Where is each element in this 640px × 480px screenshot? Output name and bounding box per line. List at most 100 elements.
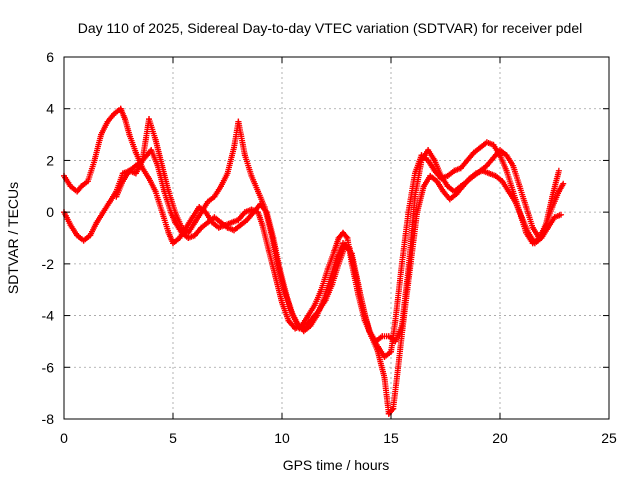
data-point — [185, 235, 192, 241]
data-point — [372, 338, 379, 345]
data-point — [499, 178, 506, 185]
data-point — [235, 118, 242, 125]
data-point — [255, 188, 262, 195]
y-tick-label: -4 — [42, 308, 55, 324]
data-point — [324, 266, 331, 273]
data-point — [268, 229, 275, 236]
data-point — [457, 183, 464, 190]
data-point — [438, 172, 445, 179]
data-point — [529, 224, 536, 231]
data-point — [198, 209, 205, 216]
data-point — [217, 183, 224, 190]
data-point — [405, 209, 412, 216]
data-point — [106, 198, 113, 205]
y-tick-label: -8 — [42, 411, 55, 427]
data-point — [477, 144, 484, 151]
data-point — [204, 198, 211, 205]
data-point — [405, 266, 412, 273]
data-point — [152, 136, 159, 143]
data-point — [392, 338, 399, 345]
data-point — [398, 260, 405, 267]
data-point — [80, 237, 87, 244]
data-point — [531, 240, 538, 247]
data-point — [305, 312, 312, 319]
data-point — [510, 162, 517, 169]
data-point — [483, 139, 490, 146]
data-point — [340, 229, 347, 236]
data-point — [446, 196, 453, 203]
data-point — [333, 255, 340, 262]
data-point — [381, 374, 388, 381]
data-point — [431, 157, 438, 164]
data-point — [470, 172, 477, 179]
data-point — [516, 183, 523, 190]
data-point — [536, 235, 543, 241]
data-points — [61, 105, 567, 417]
data-point — [87, 232, 94, 239]
data-point — [464, 157, 471, 164]
data-point — [84, 178, 91, 185]
data-point — [100, 209, 107, 216]
data-point — [329, 281, 336, 288]
data-point — [470, 149, 477, 156]
x-tick-labels: 0 5 10 15 20 25 — [60, 430, 617, 446]
data-point — [159, 162, 166, 169]
data-point — [451, 188, 458, 195]
data-point — [244, 216, 251, 223]
data-point — [189, 214, 196, 221]
data-point — [503, 152, 510, 159]
data-point — [119, 178, 126, 185]
data-point — [172, 219, 179, 226]
data-point — [178, 229, 185, 236]
data-point — [359, 302, 366, 309]
data-point — [215, 224, 222, 231]
y-axis-label: SDTVAR / TECUs — [5, 182, 21, 294]
data-point — [335, 260, 342, 267]
data-point — [113, 193, 120, 200]
data-point — [211, 214, 218, 221]
data-point — [490, 141, 497, 148]
data-point — [74, 232, 81, 239]
data-point — [451, 167, 458, 174]
data-point — [311, 302, 318, 309]
data-point — [281, 286, 288, 293]
data-point — [427, 172, 434, 179]
data-point — [433, 178, 440, 185]
data-point — [551, 214, 558, 221]
data-point — [411, 193, 418, 200]
data-point — [477, 167, 484, 174]
data-point — [425, 157, 432, 164]
data-point — [366, 328, 373, 335]
data-point — [224, 170, 231, 177]
data-point — [318, 286, 325, 293]
data-point — [420, 183, 427, 190]
data-point — [300, 328, 307, 335]
data-point — [152, 188, 159, 195]
data-point — [392, 317, 399, 324]
data-point — [313, 312, 320, 319]
data-point — [91, 157, 98, 164]
data-point — [132, 170, 139, 177]
y-tick-labels: -8 -6 -4 -2 0 2 4 6 — [42, 49, 55, 427]
data-point — [555, 167, 562, 174]
data-point — [418, 157, 425, 164]
data-point — [178, 224, 185, 231]
data-point — [331, 247, 338, 254]
data-point — [231, 227, 238, 234]
data-point — [390, 405, 397, 412]
data-point — [379, 333, 386, 340]
data-point — [394, 369, 401, 376]
data-point — [217, 219, 224, 226]
y-tick-label: 4 — [46, 101, 54, 117]
data-point — [241, 209, 248, 216]
data-point — [346, 245, 353, 252]
data-point — [512, 198, 519, 205]
x-tick-label: 20 — [492, 430, 508, 446]
data-point — [185, 229, 192, 236]
data-point — [425, 147, 432, 154]
data-point — [294, 320, 301, 327]
data-point — [483, 162, 490, 169]
data-point — [440, 188, 447, 195]
data-point — [326, 276, 333, 283]
x-tick-label: 0 — [60, 430, 68, 446]
